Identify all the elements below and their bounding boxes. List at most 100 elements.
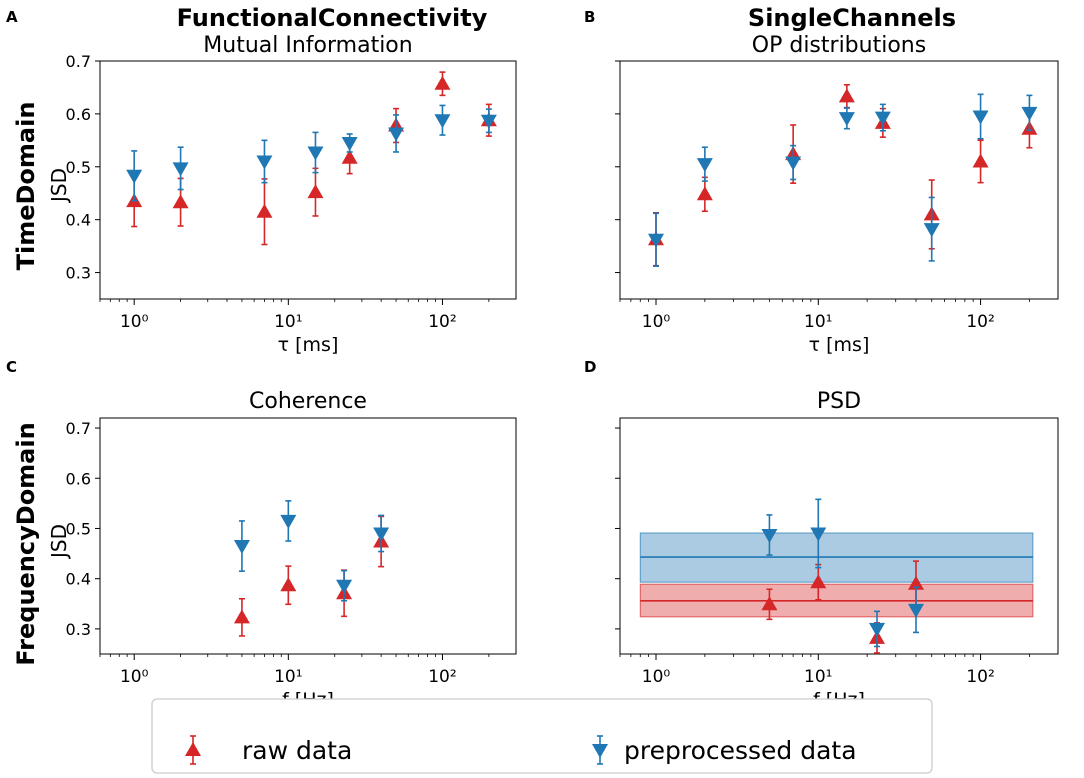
plot-frame <box>619 60 1059 300</box>
preprocessed-point-6-marker <box>972 110 989 125</box>
preprocessed-point-3-marker <box>907 603 924 618</box>
preprocessed-point-2 <box>868 610 885 648</box>
x-tick-label: 10² <box>966 667 994 687</box>
preprocessed-point-5-marker <box>923 223 940 238</box>
preprocessed-point-0 <box>648 212 665 268</box>
panel-b: B OP distributions 10⁰ 10¹ 10² τ [ms] <box>584 8 1059 356</box>
preprocessed-point-1-marker <box>280 514 297 529</box>
preprocessed-point-2 <box>256 139 273 184</box>
x-tick-label: 10² <box>428 312 456 332</box>
x-axis-label: τ [ms] <box>809 334 870 356</box>
preprocessed-point-7 <box>480 108 497 134</box>
legend-raw-label: raw data <box>242 736 352 765</box>
preprocessed-point-2-marker <box>785 156 802 171</box>
raw-point-6 <box>972 139 989 184</box>
x-tick-label: 10¹ <box>804 667 832 687</box>
legend-raw-marker <box>185 742 201 756</box>
y-tick-label: 0.5 <box>66 519 91 538</box>
preprocessed-point-4 <box>341 133 358 153</box>
raw-point-0 <box>233 597 250 637</box>
preprocessed-point-7 <box>1021 94 1038 132</box>
legend-frame <box>151 698 933 774</box>
legend: raw data preprocessed data <box>151 698 933 774</box>
preprocessed-point-4-marker <box>341 136 358 151</box>
preprocessed-point-2 <box>785 144 802 181</box>
legend-preprocessed-marker <box>592 735 608 765</box>
preprocessed-point-4-marker <box>874 111 891 126</box>
preprocessed-point-3 <box>373 514 390 553</box>
raw-point-1 <box>280 565 297 606</box>
y-tick-label: 0.4 <box>66 570 91 589</box>
preprocessed-point-4 <box>874 103 891 132</box>
preprocessed-point-0 <box>126 150 143 202</box>
preprocessed-point-6-marker <box>434 114 451 129</box>
raw-point-2-marker <box>256 203 273 218</box>
raw-point-1-marker <box>172 194 189 209</box>
plot-frame <box>99 60 517 300</box>
preprocessed-point-3-marker <box>307 146 324 161</box>
panel-letter: D <box>584 358 596 376</box>
x-tick-label: 10² <box>428 667 456 687</box>
raw-point-1 <box>696 176 713 213</box>
x-tick-label: 10⁰ <box>120 312 149 332</box>
preprocessed-point-1-marker <box>696 158 713 173</box>
preprocessed-point-0-marker <box>761 528 778 543</box>
preprocessed-point-3-marker <box>838 112 855 127</box>
preprocessed-point-2 <box>336 569 353 602</box>
preprocessed-point-5 <box>388 114 405 153</box>
panel-title: Coherence <box>249 389 367 414</box>
raw-point-0-marker <box>761 596 778 611</box>
plot-frame <box>99 417 517 655</box>
legend-preprocessed-marker <box>592 744 608 758</box>
x-tick-label: 10¹ <box>804 312 832 332</box>
preprocessed-point-1-marker <box>810 527 827 542</box>
preprocessed-point-2-marker <box>256 155 273 170</box>
preprocessed-point-1 <box>810 498 827 569</box>
panel-letter: B <box>584 8 595 26</box>
raw-point-4-marker <box>341 149 358 164</box>
preprocessed-point-2-marker <box>336 579 353 594</box>
preprocessed-point-3 <box>838 106 855 130</box>
y-tick-label: 0.3 <box>66 264 91 283</box>
legend-preprocessed <box>592 735 608 765</box>
x-tick-label: 10¹ <box>274 312 302 332</box>
preprocessed-point-0 <box>761 514 778 556</box>
preprocessed-point-3 <box>307 131 324 174</box>
preprocessed-point-5-marker <box>388 127 405 142</box>
raw-point-1-marker <box>696 186 713 201</box>
panel-title: OP distributions <box>752 33 926 58</box>
preprocessed-point-1 <box>280 500 297 542</box>
preprocessed-point-0-marker <box>126 169 143 184</box>
preprocessed-point-2-marker <box>868 622 885 637</box>
raw-point-1-marker <box>810 574 827 589</box>
y-tick-label: 0.6 <box>66 469 91 488</box>
panel-letter: A <box>6 8 18 26</box>
legend-raw <box>185 735 201 765</box>
raw-point-6 <box>434 71 451 97</box>
y-tick-label: 0.4 <box>66 211 91 230</box>
y-tick-label: 0.3 <box>66 620 91 639</box>
preprocessed-point-3 <box>907 586 924 634</box>
column-header-right: SingleChannels <box>748 4 956 32</box>
raw-point-6-marker <box>434 75 451 90</box>
preprocessed-point-6 <box>972 93 989 140</box>
panel-letter: C <box>6 358 17 376</box>
row-label-top: TimeDomain <box>12 102 40 271</box>
panel-title: PSD <box>817 389 861 414</box>
legend-preprocessed-label: preprocessed data <box>624 736 857 765</box>
raw-point-0-marker <box>233 609 250 624</box>
y-axis-label: JSD <box>47 168 71 204</box>
raw-point-0 <box>761 588 778 621</box>
raw-point-3-marker <box>307 184 324 199</box>
panel-d: DPSD10⁰10¹10²f [Hz] <box>584 358 1059 711</box>
row-label-bottom: FrequencyDomain <box>12 422 40 665</box>
preprocessed-point-6 <box>434 104 451 136</box>
preprocessed-point-1 <box>696 146 713 182</box>
raw-point-1-marker <box>280 577 297 592</box>
x-tick-label: 10¹ <box>274 667 302 687</box>
x-tick-label: 10⁰ <box>642 667 671 687</box>
x-tick-label: 10² <box>966 312 994 332</box>
preprocessed-point-0-marker <box>648 233 665 248</box>
